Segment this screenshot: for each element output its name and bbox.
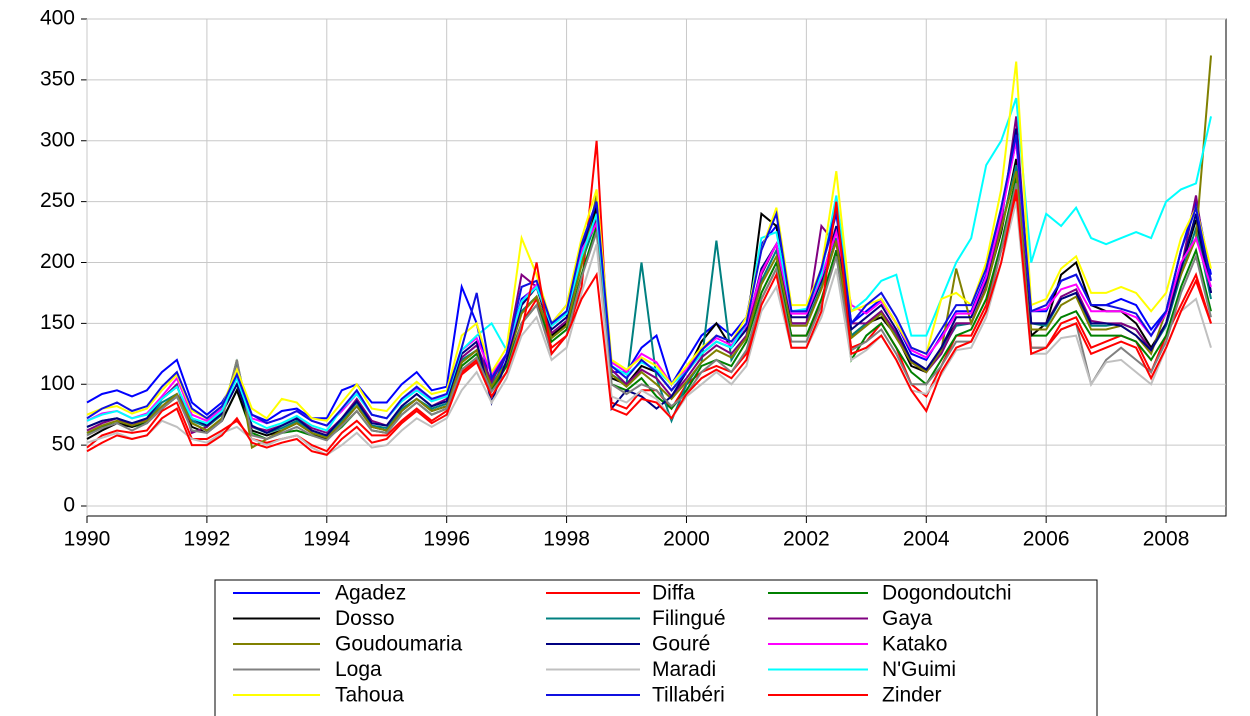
series-line bbox=[86, 97, 1212, 432]
series-line bbox=[86, 55, 1212, 450]
y-tick-label: 300 bbox=[40, 128, 75, 151]
series-line bbox=[86, 116, 1212, 435]
y-tick-label: 50 bbox=[52, 433, 75, 456]
x-tick-label: 1996 bbox=[423, 528, 470, 551]
legend-label: N'Guimi bbox=[882, 658, 956, 681]
series-line bbox=[86, 134, 1212, 427]
x-tick-label: 2002 bbox=[783, 528, 830, 551]
series-line bbox=[86, 61, 1212, 422]
x-tick-label: 2008 bbox=[1143, 528, 1190, 551]
y-tick-label: 200 bbox=[40, 250, 75, 273]
legend-label: Gaya bbox=[882, 607, 933, 630]
legend-label: Tahoua bbox=[335, 684, 404, 707]
legend-label: Gouré bbox=[652, 633, 710, 656]
y-tick-label: 150 bbox=[40, 311, 75, 334]
y-tick-label: 100 bbox=[40, 372, 75, 395]
legend-label: Dosso bbox=[335, 607, 395, 630]
x-tick-label: 2004 bbox=[903, 528, 950, 551]
legend-label: Katako bbox=[882, 633, 947, 656]
legend-label: Agadez bbox=[335, 582, 406, 605]
series-line bbox=[86, 140, 1212, 427]
legend-label: Filingué bbox=[652, 607, 726, 630]
y-tick-label: 400 bbox=[40, 7, 75, 30]
series-line bbox=[86, 189, 1212, 457]
x-tick-label: 1990 bbox=[64, 528, 111, 551]
y-tick-label: 350 bbox=[40, 67, 75, 90]
legend-box bbox=[214, 579, 1098, 716]
legend-label: Loga bbox=[335, 658, 382, 681]
x-tick-label: 1994 bbox=[303, 528, 350, 551]
x-tick-label: 1992 bbox=[184, 528, 231, 551]
series-line bbox=[86, 158, 1212, 441]
series-line bbox=[86, 140, 1212, 453]
x-tick-label: 2006 bbox=[1023, 528, 1070, 551]
x-tick-label: 1998 bbox=[543, 528, 590, 551]
legend-label: Dogondoutchi bbox=[882, 582, 1012, 605]
legend-label: Zinder bbox=[882, 684, 942, 707]
y-tick-label: 250 bbox=[40, 189, 75, 212]
legend-label: Tillabéri bbox=[652, 684, 725, 707]
y-tick-label: 0 bbox=[63, 494, 75, 517]
x-tick-label: 2000 bbox=[663, 528, 710, 551]
legend-label: Goudoumaria bbox=[335, 633, 463, 656]
legend-label: Maradi bbox=[652, 658, 716, 681]
legend-label: Diffa bbox=[652, 582, 695, 605]
